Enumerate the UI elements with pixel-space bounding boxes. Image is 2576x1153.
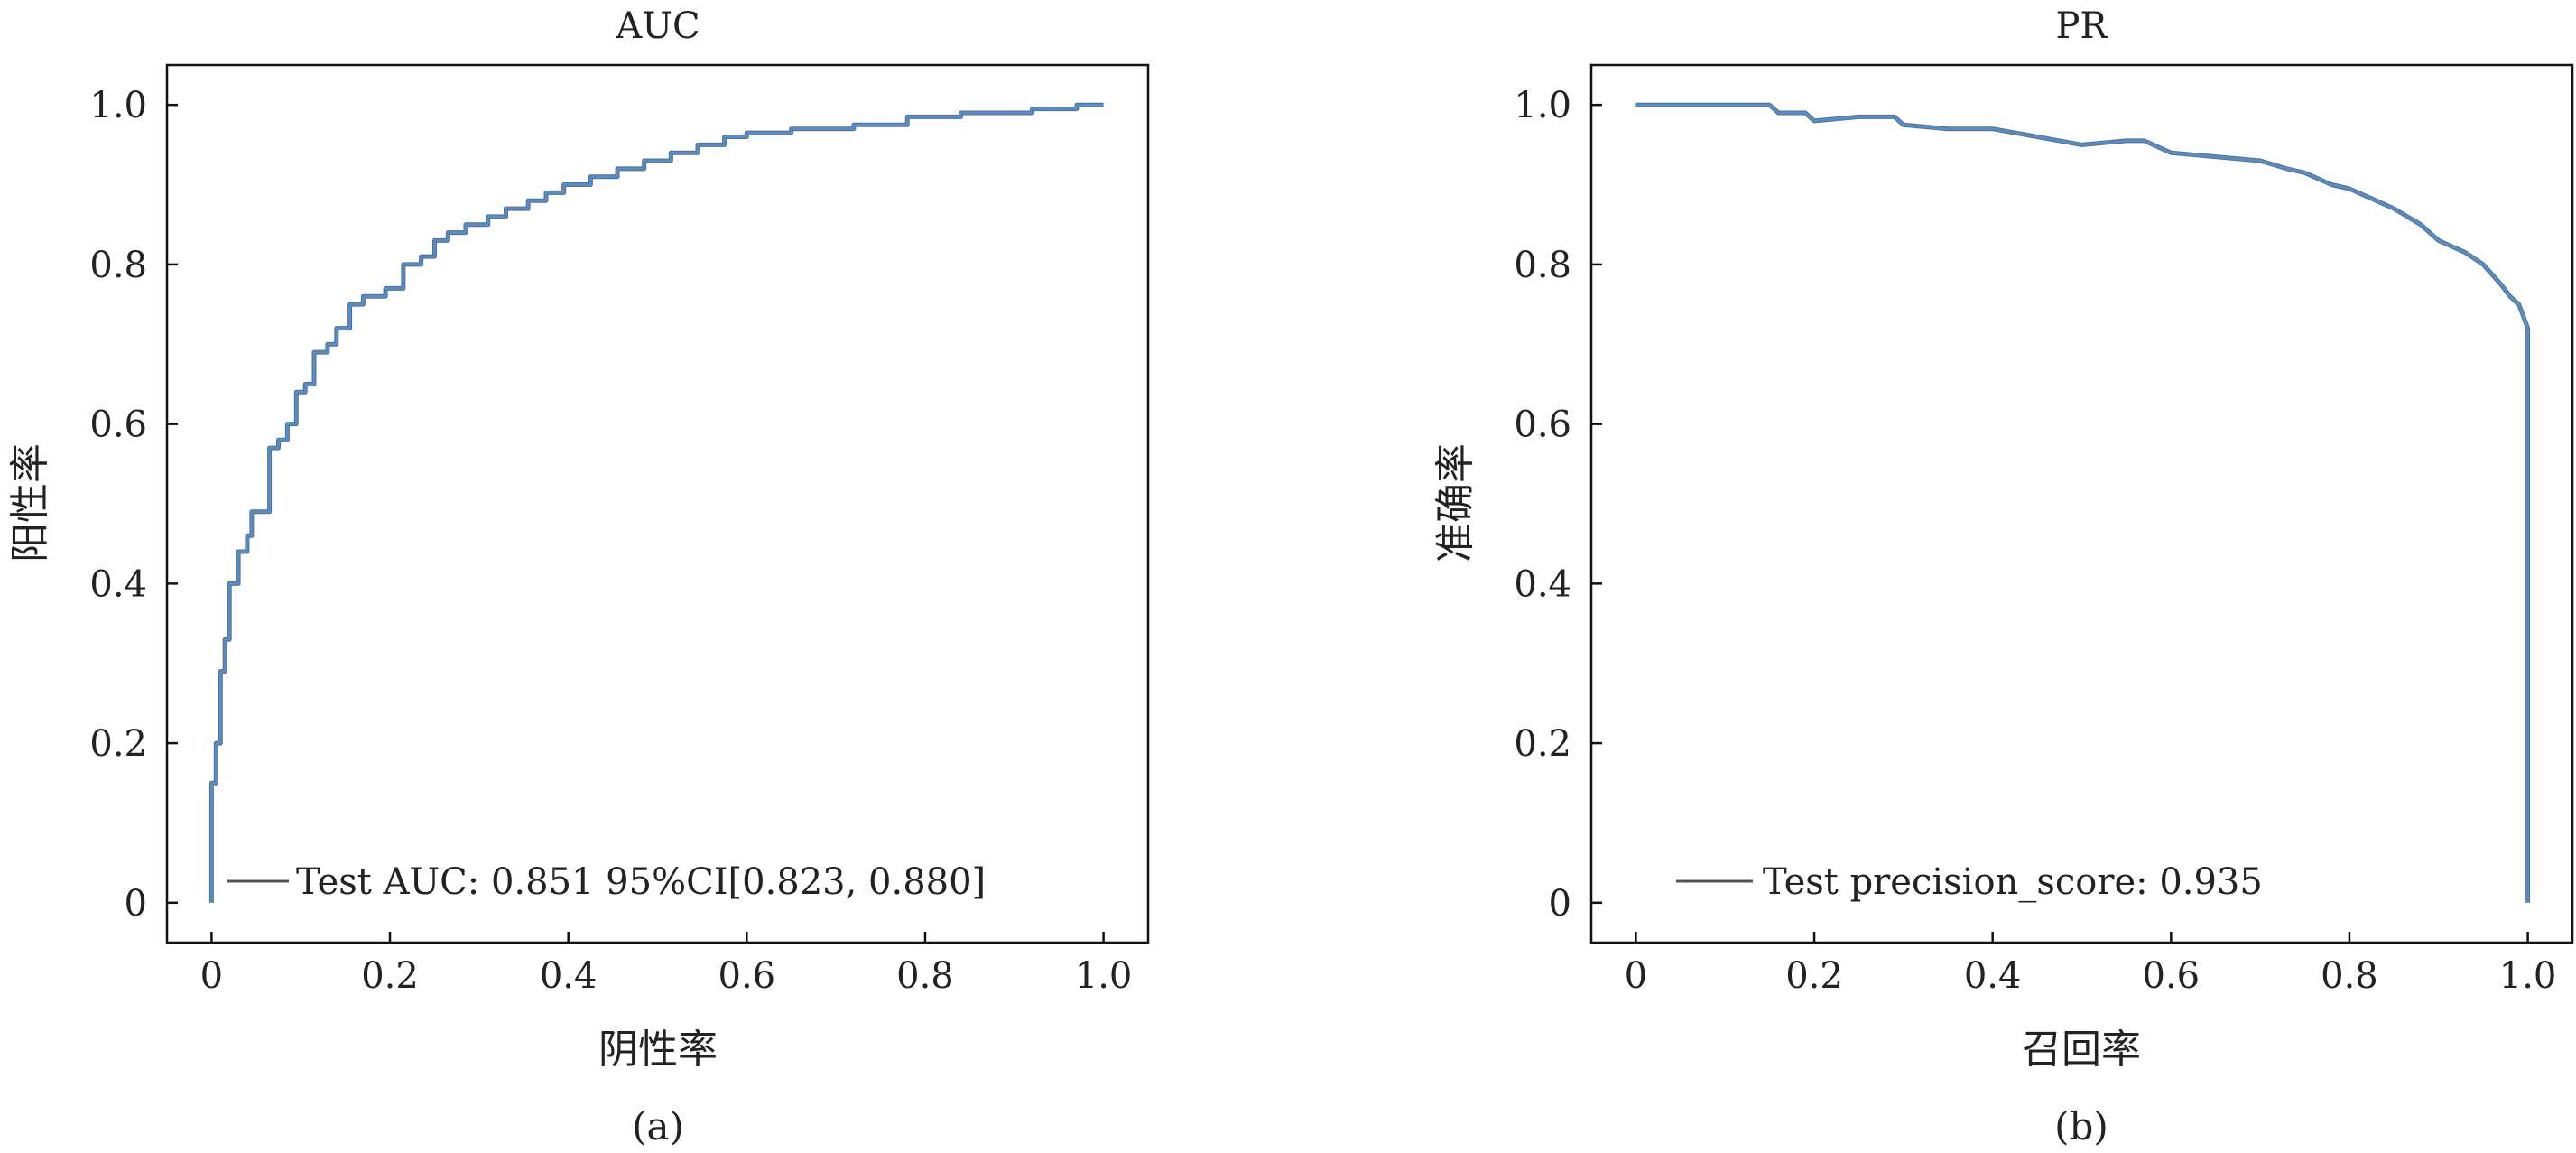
legend: Test AUC: 0.851 95%CI[0.823, 0.880] — [227, 861, 986, 903]
chart-title: PR — [2055, 5, 2108, 47]
legend-label: Test AUC: 0.851 95%CI[0.823, 0.880] — [296, 861, 986, 903]
panel-caption: (a) — [632, 1104, 684, 1148]
x-tick-label: 0.8 — [896, 955, 954, 997]
series-line — [1635, 103, 2530, 903]
tick-group: 0 0.2 0.4 0.6 0.8 1.0 0 0.2 0.4 0.6 0.8 1.0 — [89, 85, 1132, 997]
panel-caption: (b) — [2054, 1104, 2108, 1148]
curve-group — [208, 102, 1104, 903]
series-line-shadow — [1635, 102, 2531, 903]
x-tick-label: 0.4 — [540, 955, 598, 997]
x-axis-label: 召回率 — [2022, 1027, 2141, 1073]
y-tick-label: 0.8 — [89, 245, 147, 286]
y-tick-label: 0.6 — [89, 404, 147, 446]
y-tick-label: 1.0 — [1514, 85, 1571, 126]
x-axis-label: 阴性率 — [598, 1027, 718, 1073]
plot-frame — [165, 63, 1150, 944]
x-tick-label: 1.0 — [2499, 955, 2557, 997]
chart-title: AUC — [615, 5, 700, 47]
legend-label: Test precision_score: 0.935 — [1763, 861, 2263, 903]
y-tick-label: 0.4 — [1514, 563, 1571, 605]
chart-panel-auc: AUC 0 0.2 0.4 0.6 0.8 1.0 0 0.2 0.4 0.6 0.8 1.0 Tes… — [7, 5, 1150, 1148]
curve-group — [1635, 102, 2531, 903]
x-tick-label: 0.2 — [361, 955, 419, 997]
x-tick-label: 0.8 — [2321, 955, 2378, 997]
y-tick-label: 0.8 — [1514, 245, 1571, 286]
x-tick-label: 0.2 — [1785, 955, 1843, 997]
y-tick-label: 1.0 — [89, 85, 147, 126]
y-tick-label: 0.2 — [89, 723, 147, 765]
x-tick-label: 0.6 — [2143, 955, 2201, 997]
x-tick-label: 0.4 — [1964, 955, 2022, 997]
y-tick-label: 0.6 — [1514, 404, 1571, 446]
tick-group: 0 0.2 0.4 0.6 0.8 1.0 0 0.2 0.4 0.6 0.8 1.0 — [1514, 85, 2556, 997]
series-line-shadow — [208, 102, 1104, 903]
y-axis-label: 准确率 — [1432, 443, 1478, 563]
y-tick-label: 0 — [125, 883, 147, 925]
series-line — [209, 103, 1104, 903]
y-tick-label: 0.4 — [89, 563, 147, 605]
x-tick-label: 0 — [200, 955, 223, 997]
x-tick-label: 1.0 — [1075, 955, 1133, 997]
x-tick-label: 0 — [1625, 955, 1647, 997]
y-axis-label: 阳性率 — [7, 443, 53, 563]
x-tick-label: 0.6 — [718, 955, 776, 997]
legend: Test precision_score: 0.935 — [1676, 861, 2263, 903]
y-tick-label: 0 — [1549, 883, 1571, 925]
y-tick-label: 0.2 — [1514, 723, 1571, 765]
chart-panel-pr: PR 0 0.2 0.4 0.6 0.8 1.0 0 0.2 0.4 0.6 0.8 1.0 Test… — [1432, 5, 2574, 1148]
plot-frame — [1589, 63, 2574, 944]
